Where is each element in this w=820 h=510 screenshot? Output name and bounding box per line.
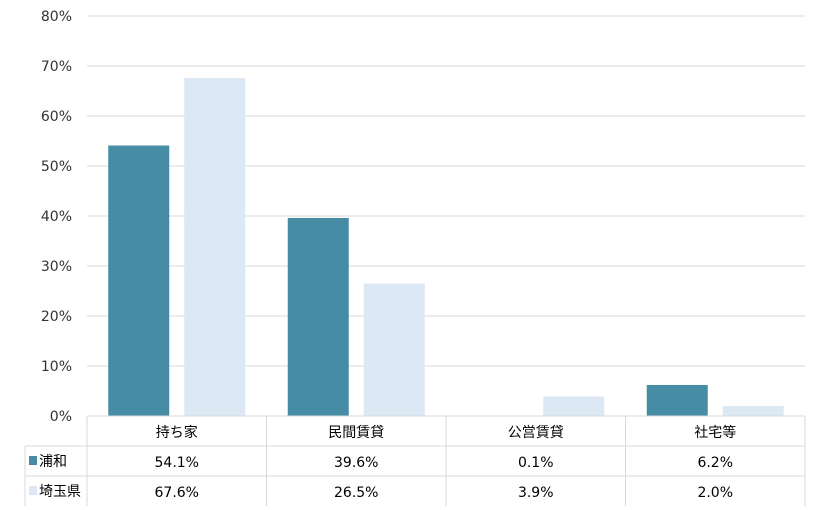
data-label: 6.2% xyxy=(697,455,733,471)
legend-label: 浦和 xyxy=(39,454,67,470)
category-label: 公営賃貸 xyxy=(508,425,564,441)
data-label: 54.1% xyxy=(155,455,199,471)
legend-swatch xyxy=(29,486,37,495)
data-label: 3.9% xyxy=(518,485,554,501)
bar-urawa-3 xyxy=(646,385,708,416)
bar-saitama-3 xyxy=(722,406,784,416)
y-axis: 0% 10% 20% 30% 40% 50% 60% 70% 80% xyxy=(41,9,72,425)
category-label: 社宅等 xyxy=(694,424,736,441)
bar-urawa-1 xyxy=(287,218,349,416)
data-label: 67.6% xyxy=(155,485,199,501)
category-label: 民間賃貸 xyxy=(328,425,384,441)
bar-saitama-0 xyxy=(184,78,246,416)
y-tick-label: 50% xyxy=(41,159,72,175)
data-label: 2.0% xyxy=(697,485,733,501)
legend-label: 埼玉県 xyxy=(39,484,81,500)
data-label: 26.5% xyxy=(334,485,378,501)
bar-saitama-1 xyxy=(363,283,425,416)
y-tick-label: 70% xyxy=(41,59,72,75)
bars xyxy=(108,78,784,416)
y-tick-label: 0% xyxy=(50,409,72,425)
data-label: 0.1% xyxy=(518,455,554,471)
y-tick-label: 20% xyxy=(41,309,72,325)
y-tick-label: 40% xyxy=(41,209,72,225)
data-label: 39.6% xyxy=(334,455,378,471)
category-label: 持ち家 xyxy=(156,424,198,441)
y-tick-label: 80% xyxy=(41,9,72,25)
legend-swatch xyxy=(29,456,37,465)
bar-saitama-2 xyxy=(543,396,605,416)
y-tick-label: 10% xyxy=(41,359,72,375)
bar-urawa-0 xyxy=(108,145,170,416)
y-tick-label: 30% xyxy=(41,259,72,275)
y-tick-label: 60% xyxy=(41,109,72,125)
